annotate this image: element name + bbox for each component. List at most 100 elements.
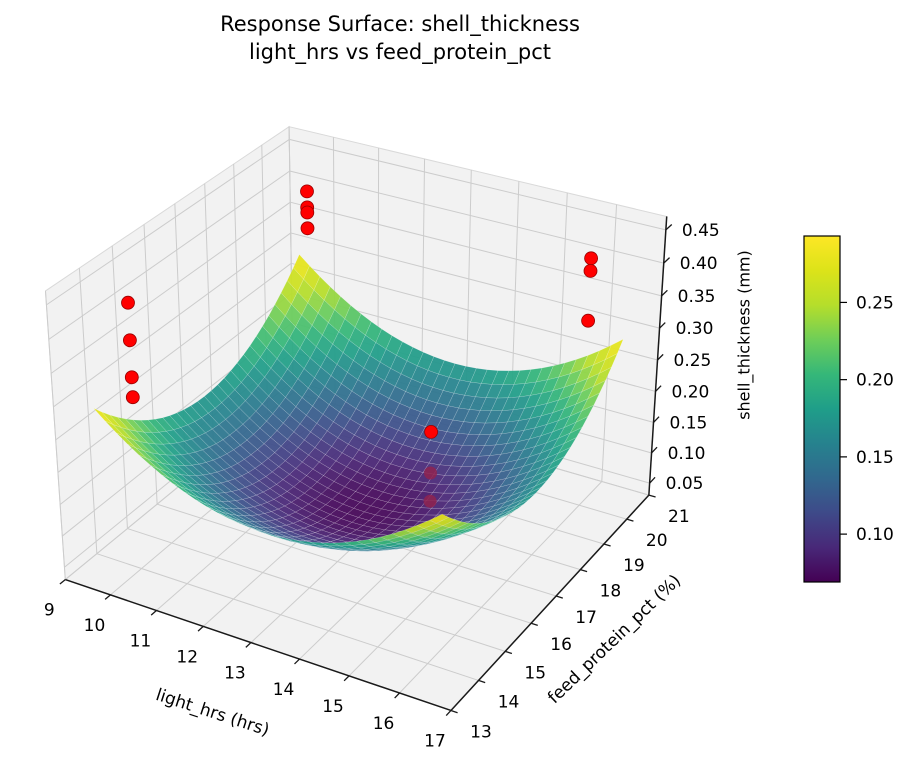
scatter-point: [124, 370, 139, 385]
y-tick-label: 20: [646, 531, 668, 551]
z-tick-label: 0.05: [666, 474, 704, 494]
grid-line: [289, 138, 666, 231]
colorbar-tick-label: 0.25: [856, 293, 894, 313]
z-tick-label: 0.20: [672, 382, 710, 402]
grid-line: [53, 232, 292, 408]
y-tick-label: 13: [470, 722, 492, 742]
scatter-point: [423, 494, 437, 508]
scatter-points: [121, 184, 598, 439]
z-tick-label: 0.35: [678, 287, 716, 307]
scatter-points-occluded: [423, 466, 437, 508]
z-axis-label: shell_thickness (mm): [735, 250, 755, 420]
y-tick-label: 16: [550, 635, 572, 655]
scatter-point: [584, 251, 598, 266]
y-tick-label: 19: [623, 556, 645, 576]
axis-line: [450, 494, 650, 711]
x-tick-label: 11: [130, 631, 152, 651]
axis-tick: [104, 594, 111, 600]
x-tick-label: 10: [84, 616, 106, 636]
grid-line: [50, 201, 291, 374]
scatter-point: [424, 466, 437, 480]
z-tick-label: 0.25: [674, 351, 712, 371]
z-tick-label: 0.10: [668, 444, 706, 464]
axis-tick: [651, 446, 658, 454]
axis-tick: [450, 709, 458, 714]
scatter-point: [424, 424, 439, 439]
x-tick-label: 13: [224, 664, 246, 684]
colorbar-tick-label: 0.10: [856, 525, 894, 545]
axis-tick: [659, 322, 666, 329]
y-tick-label: 21: [668, 507, 690, 527]
scatter-point: [122, 333, 137, 348]
axis-tick: [445, 710, 452, 717]
colorbar-gradient: [803, 235, 841, 583]
y-tick-label: 18: [600, 582, 622, 602]
z-tick-label: 0.15: [670, 413, 708, 433]
axis-tick: [661, 289, 668, 297]
chart-title-line1: Response Surface: shell_thickness: [220, 12, 580, 36]
grid-line: [48, 170, 291, 340]
x-tick-label: 14: [273, 680, 295, 700]
axis-tick: [655, 385, 662, 392]
scatter-point: [583, 263, 598, 278]
axis-tick: [657, 353, 664, 361]
x-tick-label: 9: [44, 601, 55, 621]
surface-mesh: [93, 254, 624, 552]
grid-line: [57, 292, 292, 473]
axis-tick: [505, 650, 513, 655]
x-tick-label: 15: [322, 697, 344, 717]
chart-title-line2: light_hrs vs feed_protein_pct: [249, 40, 551, 64]
axis-tick: [394, 692, 400, 699]
grid-line: [46, 138, 290, 306]
x-tick-label: 12: [176, 647, 198, 667]
colorbar-tick-label: 0.15: [856, 448, 894, 468]
chart-title: Response Surface: shell_thickness light_…: [220, 10, 580, 66]
axis-tick: [197, 625, 204, 632]
z-tick-label: 0.30: [676, 319, 714, 339]
axis-tick: [555, 595, 563, 599]
z-tick-label: 0.45: [682, 221, 720, 241]
axis-tick: [478, 679, 486, 684]
grid-line: [127, 528, 506, 652]
x-axis-label: light_hrs (hrs): [153, 685, 271, 741]
axis-line: [65, 578, 452, 712]
scatter-point: [300, 221, 315, 236]
axis-tick: [626, 518, 634, 522]
scatter-point: [300, 205, 315, 220]
axis-tick: [580, 568, 588, 573]
colorbar: [803, 235, 847, 583]
axis-tick: [603, 543, 611, 547]
scatter-point: [121, 295, 135, 310]
grid-line: [55, 262, 292, 441]
grid-line: [290, 201, 662, 297]
axis-tick: [648, 494, 656, 498]
x-tick-label: 16: [373, 714, 395, 734]
axis-tick: [663, 257, 671, 264]
grid-line: [399, 481, 603, 694]
axis-tick: [150, 610, 157, 616]
axis-tick: [665, 224, 673, 231]
grid-line: [289, 170, 664, 264]
y-tick-label: 17: [575, 608, 597, 628]
axis-tick: [245, 642, 252, 648]
scatter-point: [125, 390, 140, 405]
axis-tick: [343, 675, 350, 682]
axis-tick: [59, 579, 66, 585]
grid-line: [96, 553, 479, 681]
scatter-point: [581, 313, 595, 328]
axis-tick: [530, 622, 538, 626]
scatter-point: [300, 184, 314, 199]
axis-tick: [653, 416, 660, 423]
grid-line: [291, 262, 658, 361]
grid-line: [156, 503, 532, 624]
x-tick-label: 17: [424, 731, 446, 751]
z-tick-label: 0.40: [680, 254, 718, 274]
axis-lines: [59, 216, 673, 717]
y-tick-label: 15: [524, 663, 546, 683]
grid-line: [290, 232, 660, 329]
axis-tick: [294, 658, 300, 665]
y-tick-label: 14: [498, 692, 520, 712]
colorbar-tick-label: 0.20: [856, 371, 894, 391]
